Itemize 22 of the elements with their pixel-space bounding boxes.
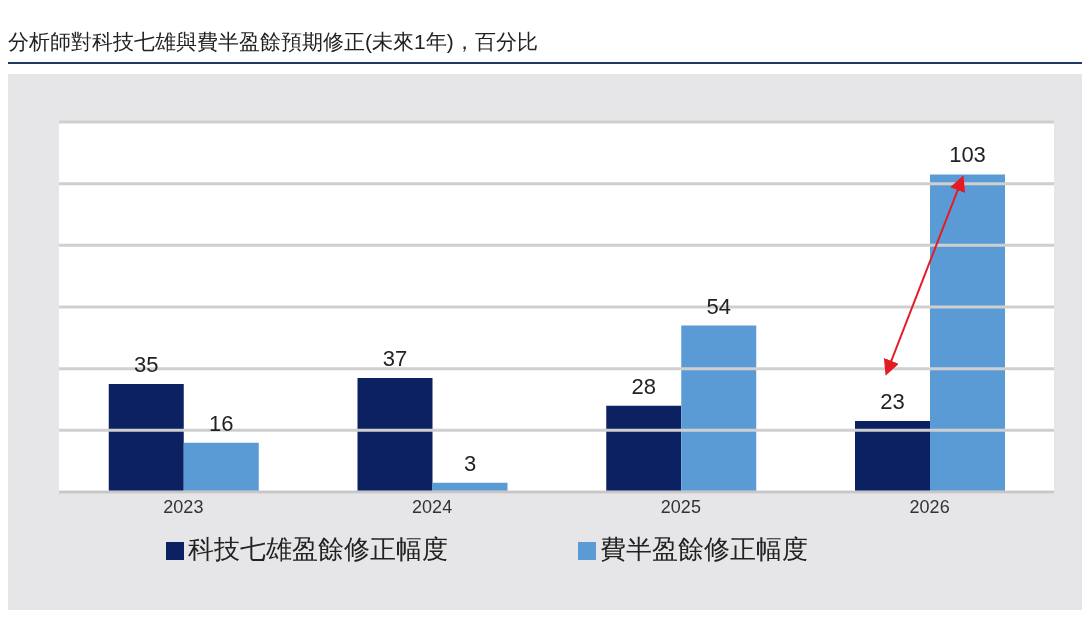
data-label: 37 [382, 345, 408, 371]
x-tick-label: 2024 [412, 496, 453, 517]
data-label: 16 [209, 410, 234, 436]
bar [357, 377, 433, 492]
bar [108, 384, 184, 492]
data-label: 103 [949, 142, 986, 168]
legend-label: 科技七雄盈餘修正幅度 [187, 534, 448, 564]
bar [183, 442, 259, 492]
bar [606, 405, 682, 492]
data-label: 3 [463, 450, 477, 476]
legend-label: 費半盈餘修正幅度 [599, 534, 808, 564]
data-label: 23 [880, 389, 905, 415]
data-label: 28 [631, 373, 656, 399]
chart-title: 分析師對科技七雄與費半盈餘預期修正(未來1年)，百分比 [8, 8, 1082, 64]
x-tick-label: 2023 [163, 496, 204, 517]
bar [855, 421, 930, 492]
data-label: 54 [706, 293, 731, 319]
bar [681, 325, 757, 492]
data-label: 35 [134, 352, 159, 378]
x-tick-label: 2026 [909, 496, 950, 517]
bar [930, 174, 1005, 492]
x-tick-label: 2025 [660, 496, 701, 517]
